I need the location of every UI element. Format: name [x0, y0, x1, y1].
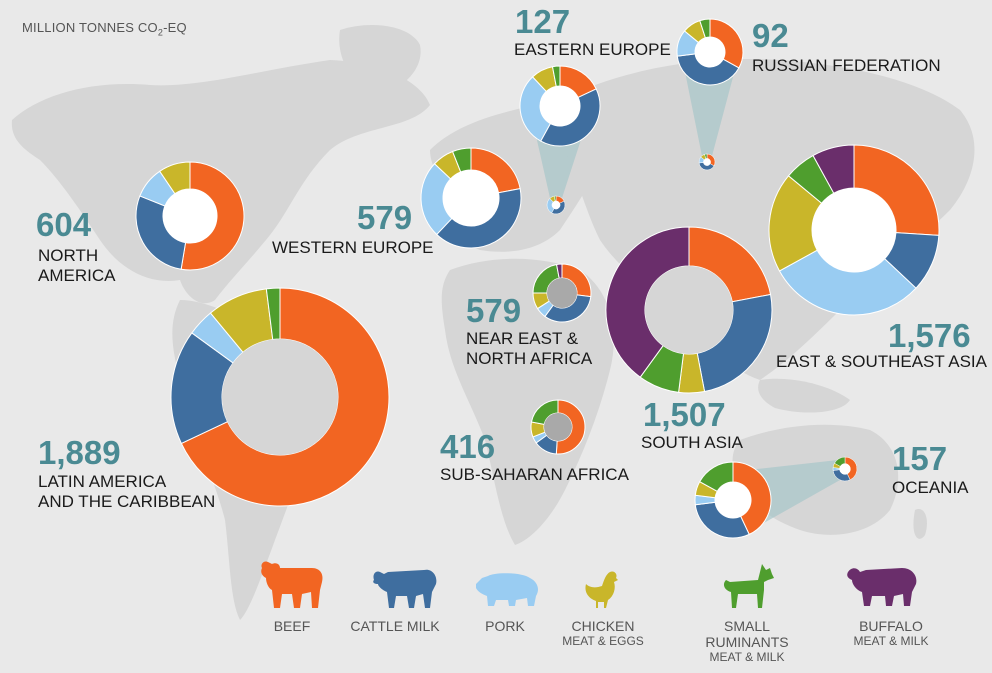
mini-donut-russian-federation-hole: [703, 158, 711, 166]
region-total-eastern-europe: 127: [515, 3, 571, 40]
unit-label: MILLION TONNES CO2-EQ: [22, 20, 187, 38]
donut-north-america-hole: [163, 189, 217, 243]
donut-oceania-hole: [715, 482, 751, 518]
africa-landmass: [441, 258, 614, 545]
donut-russian-federation-segment-cattle-milk: [676, 53, 740, 86]
region-name-sub-saharan: SUB-SAHARAN AFRICA: [440, 465, 629, 484]
region-name-oceania: OCEANIA: [892, 478, 969, 497]
legend-cattle-milk: CATTLE MILK: [350, 618, 440, 634]
donut-oceania: [694, 456, 858, 539]
donut-south-asia-hole: [645, 266, 733, 354]
donut-russian-federation-hole: [695, 37, 725, 67]
donut-eastern-europe-hole: [540, 86, 580, 126]
donut-east-asia-segment-pork: [778, 249, 917, 316]
region-total-sub-saharan: 416: [440, 428, 496, 465]
donut-east-asia: [768, 144, 940, 316]
legend-chicken: CHICKEN MEAT & EGGS: [562, 618, 644, 648]
new-zealand-landmass: [913, 509, 927, 539]
mini-donut-oceania-hole: [839, 463, 851, 475]
buffalo-icon: [847, 568, 917, 606]
region-name-east-asia: EAST & SOUTHEAST ASIA: [776, 352, 987, 371]
pig-icon: [476, 573, 538, 606]
region-total-latin-america: 1,889: [38, 434, 121, 471]
donut-latin-america-hole: [222, 339, 338, 455]
donut-south-asia: [605, 226, 773, 394]
donut-near-east: [532, 263, 592, 323]
region-total-western-europe: 579: [357, 199, 413, 236]
donut-sub-saharan: [530, 399, 586, 455]
donut-russian-federation: [676, 18, 744, 171]
donut-north-america: [135, 161, 245, 271]
donut-eastern-europe: [519, 65, 601, 215]
region-name-north-america: NORTH AMERICA: [38, 246, 116, 285]
asia-landmass: [560, 59, 975, 381]
mini-donut-eastern-europe-hole: [551, 200, 561, 210]
goat-icon: [723, 564, 774, 608]
zoom-cone-oceania: [748, 460, 840, 528]
region-total-near-east: 579: [466, 292, 522, 329]
region-name-eastern-europe: EASTERN EUROPE: [514, 40, 671, 59]
zoom-cone-russian-federation: [683, 62, 737, 156]
donut-western-europe-hole: [443, 170, 499, 226]
region-total-north-america: 604: [36, 206, 92, 243]
region-name-near-east: NEAR EAST & NORTH AFRICA: [466, 329, 593, 368]
dairy-cow-icon: [373, 569, 437, 608]
donut-western-europe: [420, 147, 522, 249]
greenland-landmass: [339, 25, 421, 95]
region-name-russian-federation: RUSSIAN FEDERATION: [752, 56, 941, 75]
cow-icon: [261, 561, 323, 608]
donut-near-east-hole: [547, 278, 577, 308]
region-name-south-asia: SOUTH ASIA: [641, 433, 744, 452]
donut-sub-saharan-hole: [544, 413, 572, 441]
region-name-western-europe: WESTERN EUROPE: [272, 238, 434, 257]
legend-beef: BEEF: [273, 618, 311, 634]
region-total-south-asia: 1,507: [643, 396, 726, 433]
legend-pork: PORK: [485, 618, 525, 634]
southeast-asia-islands: [758, 378, 850, 413]
legend-buffalo: BUFFALO MEAT & MILK: [853, 618, 929, 648]
chicken-icon: [585, 571, 618, 608]
region-total-oceania: 157: [892, 440, 948, 477]
legend-small-ruminants: SMALL RUMINANTS MEAT & MILK: [705, 618, 789, 664]
region-total-east-asia: 1,576: [888, 317, 971, 354]
donut-latin-america: [170, 287, 390, 507]
region-total-russian-federation: 92: [752, 17, 789, 54]
region-name-latin-america: LATIN AMERICA AND THE CARIBBEAN: [38, 472, 216, 511]
donut-east-asia-hole: [812, 188, 896, 272]
